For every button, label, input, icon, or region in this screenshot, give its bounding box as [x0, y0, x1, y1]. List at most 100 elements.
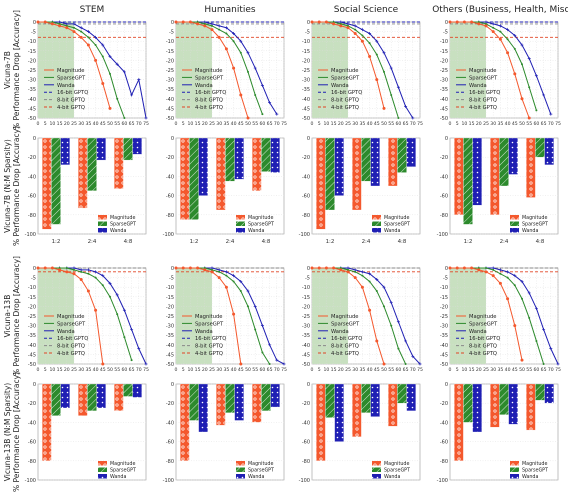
magnitude-point [491, 30, 495, 34]
magnitude-point [217, 276, 221, 280]
legend-label: 4-bit GPTQ [331, 105, 359, 111]
magnitude-point [506, 297, 510, 301]
magnitude-point [79, 35, 83, 39]
x-tick-label: 60 [395, 121, 401, 127]
legend-label: Magnitude [110, 215, 135, 221]
magnitude-point [498, 37, 502, 41]
y-tick-label: -50 [302, 116, 310, 122]
wanda-point [94, 35, 98, 39]
sparsegpt-point [339, 267, 342, 269]
y-tick-label: -25 [302, 68, 310, 74]
x-tick-label: 25 [345, 121, 351, 127]
magnitude-point [232, 66, 236, 70]
legend-label: Magnitude [384, 215, 409, 221]
y-tick-label: -35 [166, 333, 174, 339]
magnitude-point [448, 266, 452, 270]
sparsegpt-point [254, 93, 257, 96]
panels: 0-5-10-15-20-25-30-35-40-45-500 5 10 15 20 25… [25, 20, 561, 484]
wanda-point [360, 28, 364, 32]
sparsegpt-point [485, 22, 487, 25]
y-tick-label: -35 [302, 87, 310, 93]
y-tick-label: -30 [440, 324, 448, 330]
y-tick-label: -30 [166, 78, 174, 84]
sparsegpt-bar [87, 383, 97, 412]
magnitude-bar [352, 137, 362, 211]
legend-swatch [236, 221, 245, 226]
magnitude-series-line [176, 267, 242, 365]
magnitude-bar [216, 383, 226, 426]
y-tick-label: -80 [440, 213, 448, 219]
wanda-point [86, 268, 90, 272]
y-tick-label: 0 [171, 266, 174, 272]
line-ylabel-text: % Performance Drop [Accuracy] [12, 256, 21, 376]
x-tick-label: 25 [71, 367, 77, 373]
magnitude-point [520, 358, 524, 362]
y-tick-label: -60 [440, 440, 448, 446]
wanda-point [101, 43, 105, 47]
sparsegpt-point [116, 313, 119, 316]
line-panel: 0-5-10-15-20-25-30-35-40-45-500 5 10 15 20 25… [440, 266, 561, 373]
x-tick-label: 0 [449, 121, 452, 127]
magnitude-point [210, 270, 214, 274]
wanda-point [122, 308, 126, 312]
wanda-point [527, 56, 531, 60]
y-tick-label: -100 [437, 232, 448, 238]
wanda-point [418, 362, 422, 366]
category-label: 1:2 [464, 239, 473, 245]
x-tick-label: 10 [323, 367, 329, 373]
sparsegpt-point [254, 328, 257, 331]
sparsegpt-bar [51, 383, 61, 416]
sparsegpt-point [247, 70, 249, 73]
x-tick-label: 55 [252, 367, 258, 373]
magnitude-point [94, 308, 98, 312]
wanda-point [260, 324, 264, 328]
x-tick-label: 25 [209, 367, 215, 373]
legend-label: 8-bit GPTQ [331, 98, 359, 104]
category-label: 2:4 [500, 239, 509, 245]
magnitude-bar [78, 137, 88, 209]
y-tick-label: 0 [445, 382, 448, 388]
magnitude-point [477, 268, 481, 272]
legend-label: Wanda [248, 474, 264, 480]
magnitude-bar [252, 383, 262, 423]
sparsegpt-point [80, 30, 83, 33]
x-tick-label: 20 [202, 121, 208, 127]
wanda-point [368, 272, 372, 276]
line-panel: 0-5-10-15-20-25-30-35-40-45-500 5 10 15 20 25… [166, 266, 287, 373]
wanda-point [549, 347, 553, 351]
y-tick-label: -15 [302, 295, 310, 301]
magnitude-point [477, 22, 481, 26]
magnitude-bar [316, 137, 326, 230]
bar-ylabel: Vicuna-7B (N:M Sparsity)% Performance Dr… [3, 126, 21, 246]
wanda-point [396, 320, 400, 324]
wanda-bar [198, 137, 208, 196]
wanda-point [268, 343, 272, 347]
legend-label: Wanda [331, 83, 349, 89]
magnitude-bar [454, 383, 464, 461]
sparsegpt-point [499, 30, 502, 33]
y-tick-label: -40 [440, 420, 448, 426]
y-tick-label: -50 [440, 362, 448, 368]
bar-ylabel-text: Vicuna-13B (N:M Sparsity) [3, 383, 12, 482]
line-ylabel: Vicuna-7B% Performance Drop [Accuracy] [3, 10, 21, 130]
x-tick-label: 35 [223, 367, 229, 373]
sparsegpt-bar [325, 137, 335, 211]
sparsegpt-point [123, 117, 126, 119]
y-tick-label: 0 [33, 136, 36, 142]
wanda-point [498, 268, 502, 272]
legend-label: Magnitude [522, 461, 547, 467]
y-tick-label: -20 [440, 58, 448, 64]
y-tick-label: -25 [166, 68, 174, 74]
magnitude-point [360, 285, 364, 289]
wanda-bar [270, 383, 280, 408]
wanda-point [253, 304, 257, 308]
legend-swatch [372, 467, 381, 472]
legend-label: Magnitude [331, 314, 358, 320]
wanda-point [108, 281, 112, 285]
x-tick-label: 10 [49, 367, 55, 373]
y-tick-label: -45 [28, 106, 36, 112]
legend-label: SparseGPT [195, 321, 224, 327]
